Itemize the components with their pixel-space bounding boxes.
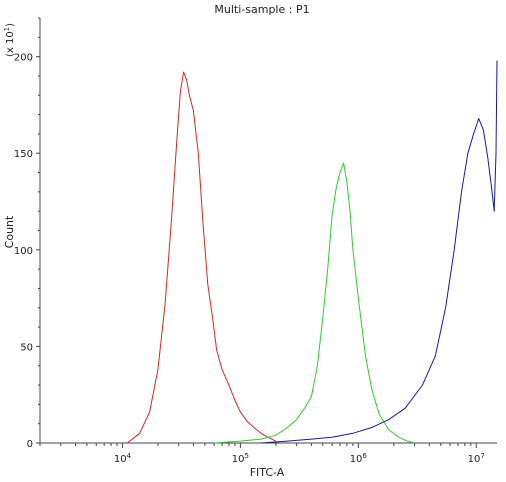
y-scale-prefix: (x 10 bbox=[5, 31, 16, 57]
x-tick-label: 107 bbox=[468, 452, 485, 465]
x-tick-exponent: 7 bbox=[480, 452, 484, 460]
x-tick-label: 105 bbox=[232, 452, 249, 465]
x-tick-base: 10 bbox=[114, 454, 127, 465]
x-tick-base: 10 bbox=[468, 454, 481, 465]
series-line-2 bbox=[214, 162, 415, 444]
series-layer bbox=[126, 60, 498, 444]
y-tick-label: 100 bbox=[14, 246, 33, 257]
y-axis-label-group: Count bbox=[3, 215, 16, 248]
y-tick-label: 200 bbox=[14, 53, 33, 64]
series-line-1 bbox=[126, 71, 277, 444]
y-axis-label: Count bbox=[3, 215, 16, 248]
y-scale-label-group: (x 101) bbox=[3, 23, 16, 57]
x-tick-base: 10 bbox=[350, 454, 363, 465]
x-tick-label: 106 bbox=[350, 452, 368, 465]
y-scale-exponent: 1 bbox=[3, 27, 11, 31]
y-tick-label: 50 bbox=[20, 342, 33, 353]
y-tick-label: 0 bbox=[27, 439, 33, 450]
chart-title: Multi-sample : P1 bbox=[214, 3, 309, 16]
x-tick-base: 10 bbox=[232, 454, 245, 465]
y-tick-label: 150 bbox=[14, 149, 33, 160]
x-tick-exponent: 5 bbox=[244, 452, 248, 460]
x-axis-label: FITC-A bbox=[250, 466, 285, 479]
x-tick-exponent: 4 bbox=[127, 452, 132, 460]
series-line-3 bbox=[261, 60, 498, 444]
x-tick-exponent: 6 bbox=[362, 452, 367, 460]
y-scale-suffix: ) bbox=[5, 23, 16, 27]
y-scale-label: (x 101) bbox=[3, 23, 16, 57]
x-tick-label: 104 bbox=[114, 452, 132, 465]
